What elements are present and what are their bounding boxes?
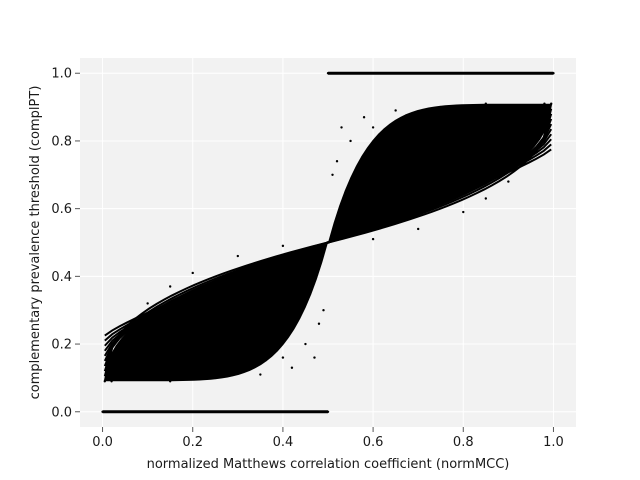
data-point — [462, 210, 465, 214]
data-point — [349, 224, 352, 227]
data-point — [236, 309, 240, 312]
data-point — [281, 244, 285, 248]
data-point — [462, 72, 465, 75]
data-point — [191, 410, 194, 413]
data-point — [552, 72, 555, 75]
data-point — [191, 271, 194, 275]
y-axis-label: complementary prevalence threshold (comp… — [28, 86, 43, 400]
data-point — [371, 207, 375, 210]
data-point — [281, 410, 285, 413]
data-point — [362, 116, 366, 119]
x-tick-label: 0.6 — [363, 435, 384, 450]
data-point — [507, 180, 510, 183]
x-tick-label: 1.0 — [543, 435, 564, 450]
data-point — [191, 373, 194, 376]
x-tick-label: 0.8 — [453, 435, 474, 450]
data-point — [281, 356, 285, 359]
data-point — [326, 72, 330, 75]
x-tick-label: 0.0 — [92, 435, 113, 450]
data-strand-lower — [104, 241, 329, 337]
data-point — [543, 122, 546, 126]
data-point — [416, 72, 420, 75]
x-axis: 0.0 0.2 0.4 0.6 0.8 1.0 — [92, 427, 564, 450]
data-point — [168, 380, 172, 383]
data-point — [313, 356, 316, 359]
data-point — [462, 109, 465, 112]
data-point — [371, 237, 375, 241]
data-point — [103, 380, 107, 383]
data-point — [236, 254, 240, 258]
data-point — [484, 102, 488, 105]
data-point — [304, 342, 307, 346]
data-point — [326, 410, 330, 413]
x-tick-label: 0.4 — [273, 435, 294, 450]
data-point — [236, 366, 240, 369]
data-point — [326, 241, 330, 244]
data-point — [543, 102, 546, 105]
data-point — [317, 322, 321, 325]
x-tick-label: 0.2 — [182, 435, 203, 450]
data-point — [290, 366, 294, 369]
data-point — [394, 109, 397, 112]
data-point — [335, 160, 339, 163]
data-point — [462, 139, 465, 143]
data-point — [146, 302, 149, 305]
data-point — [439, 156, 442, 160]
data-point — [439, 105, 442, 109]
data-point — [394, 190, 397, 193]
data-point — [416, 116, 420, 119]
data-point — [259, 373, 262, 376]
data-point — [340, 126, 343, 129]
y-tick-label: 0.4 — [51, 270, 72, 285]
data-point — [349, 139, 352, 143]
data-point — [214, 325, 217, 329]
data-point — [146, 376, 149, 380]
data-point — [281, 275, 285, 278]
data-point — [123, 329, 127, 332]
data-point — [191, 342, 194, 346]
data-points — [101, 71, 555, 414]
data-point — [371, 72, 375, 75]
data-cloud-upper — [328, 103, 552, 243]
data-point — [110, 359, 113, 363]
data-point — [484, 197, 488, 200]
data-point — [101, 410, 104, 413]
y-tick-label: 0.6 — [51, 202, 72, 217]
data-point — [146, 410, 149, 413]
data-point — [236, 410, 240, 413]
y-tick-label: 0.2 — [51, 338, 72, 353]
data-point — [550, 102, 553, 105]
y-tick-label: 1.0 — [51, 67, 72, 82]
data-point — [416, 173, 420, 176]
x-axis-label: normalized Matthews correlation coeffici… — [147, 457, 510, 472]
data-point — [214, 376, 217, 380]
data-point — [507, 105, 510, 109]
y-tick-label: 0.8 — [51, 134, 72, 149]
data-point — [110, 380, 113, 383]
plot-area — [80, 58, 576, 427]
data-point — [416, 227, 420, 231]
data-strand-upper — [327, 148, 552, 244]
data-point — [371, 126, 375, 129]
y-axis: 0.0 0.2 0.4 0.6 0.8 1.0 — [51, 67, 80, 420]
data-point — [168, 285, 172, 288]
data-point — [507, 72, 510, 75]
data-cloud-lower — [104, 242, 328, 382]
data-point — [259, 292, 262, 295]
data-point — [331, 173, 334, 176]
data-point — [529, 153, 533, 156]
data-point — [304, 258, 307, 261]
y-tick-label: 0.0 — [51, 405, 72, 420]
data-point — [322, 309, 325, 312]
